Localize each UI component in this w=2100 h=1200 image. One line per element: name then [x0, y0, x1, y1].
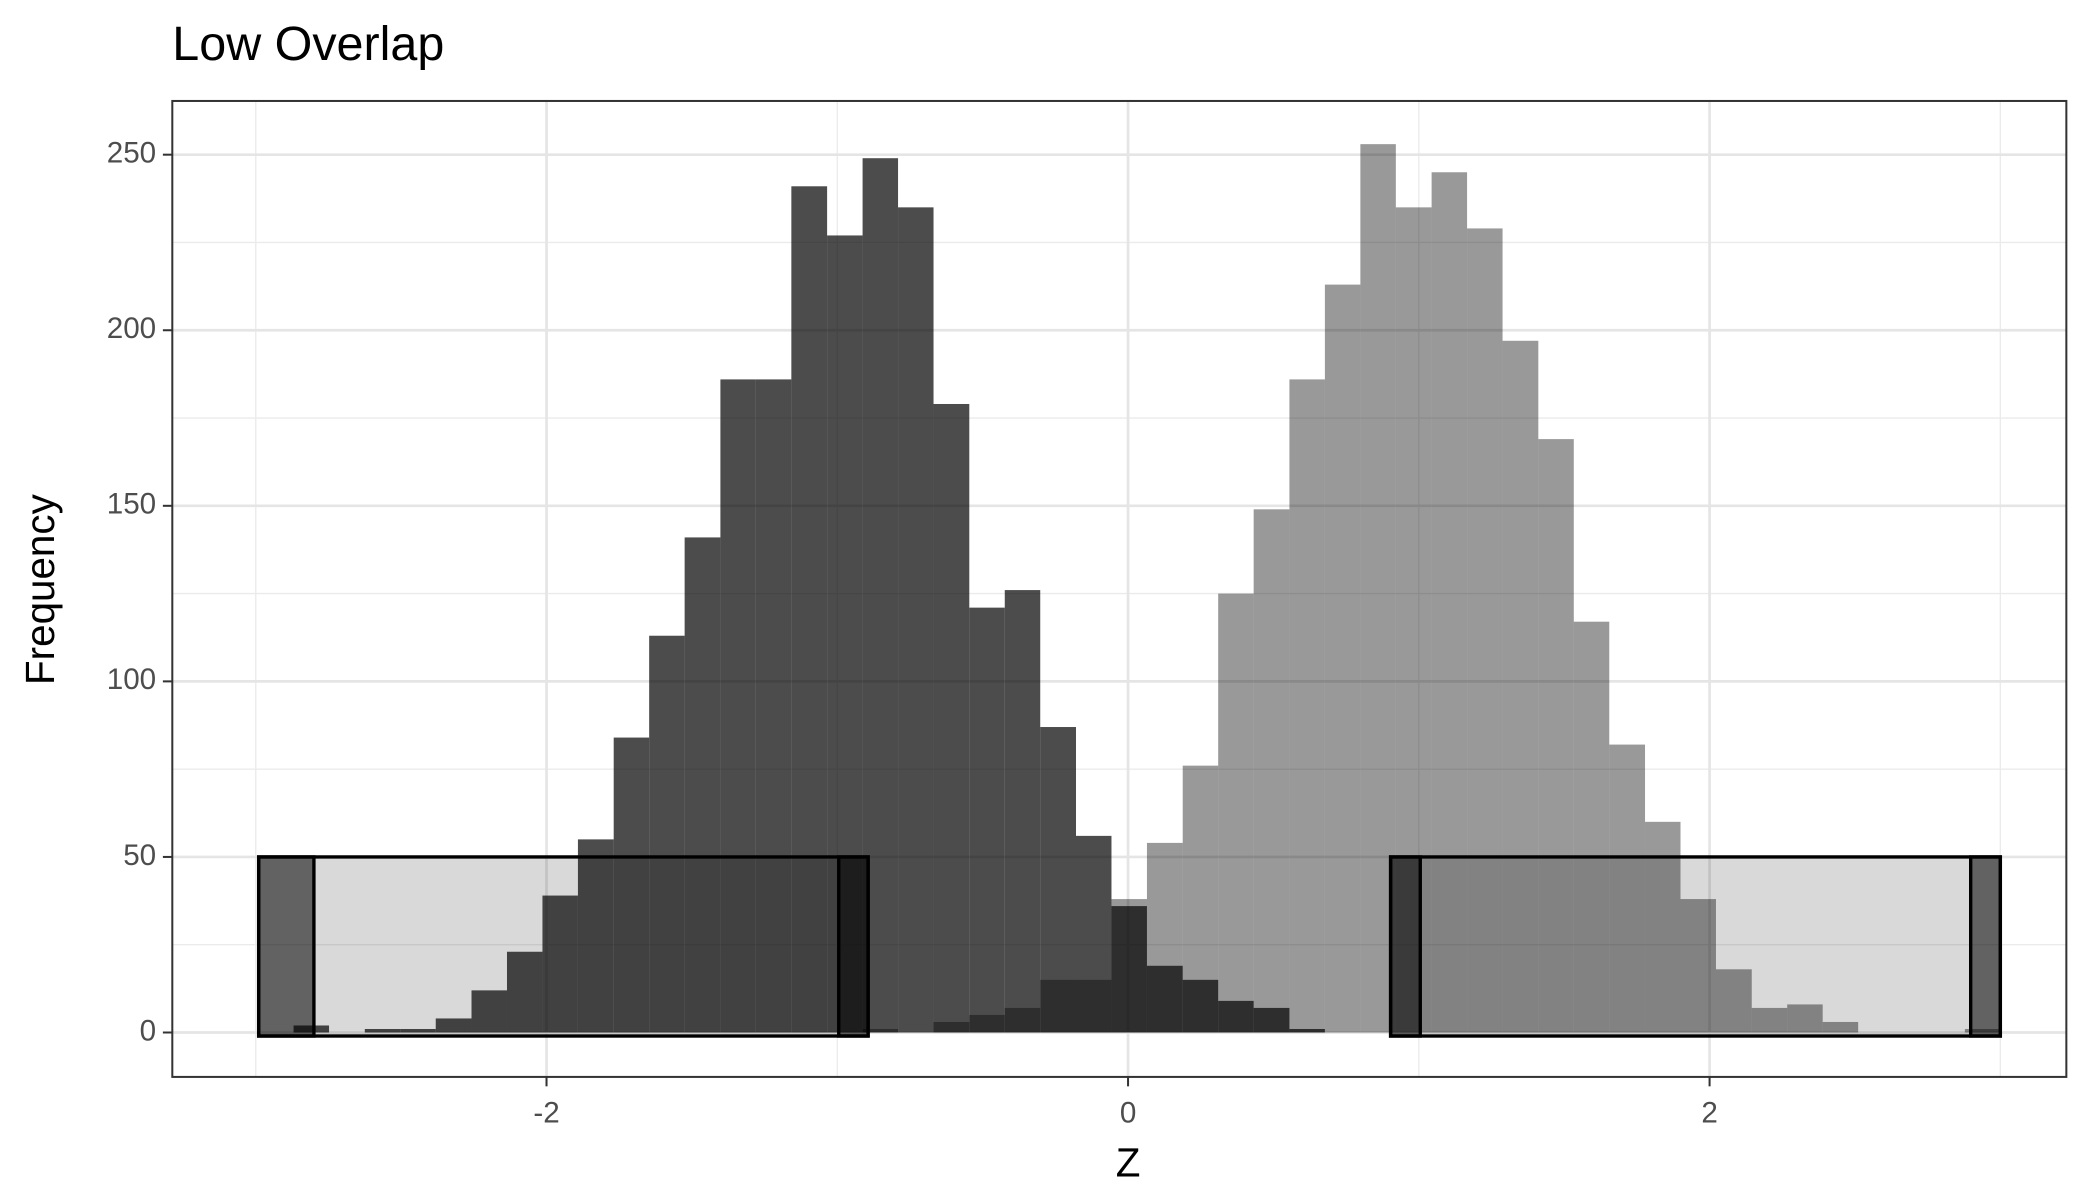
y-tick-label: 100 — [107, 663, 156, 696]
highlight-box — [1969, 855, 2003, 1038]
x-axis-label: Z — [1116, 1139, 1141, 1185]
histogram-bar — [1253, 1007, 1290, 1033]
y-tick-label: 250 — [107, 137, 156, 170]
histogram-bar — [755, 379, 792, 1033]
histogram-bar — [506, 951, 543, 1033]
histogram-bar — [649, 635, 685, 1033]
y-tick-label: 200 — [107, 312, 156, 345]
histogram-bar — [1360, 144, 1396, 1033]
histogram-bar — [1964, 1028, 2001, 1033]
y-tick-label: 150 — [107, 488, 156, 521]
histogram-bar — [1218, 593, 1254, 1033]
histogram-bar — [1502, 340, 1539, 1033]
histogram-bar — [1467, 228, 1503, 1033]
y-axis-label: Frequency — [17, 493, 63, 685]
histogram-bar — [364, 1028, 401, 1033]
histogram-bar — [1111, 906, 1147, 1033]
x-tick-label: 0 — [1120, 1096, 1136, 1129]
histogram-bar — [684, 537, 721, 1033]
histogram-bar — [1715, 969, 1752, 1033]
histogram-bar — [933, 403, 970, 1033]
plot-border — [171, 99, 2068, 1078]
histogram-bar — [1573, 621, 1610, 1033]
histogram-bar — [400, 1028, 436, 1033]
histogram-bar — [1609, 744, 1646, 1033]
x-tick-label: -2 — [533, 1096, 559, 1129]
histogram-bar — [1751, 1007, 1788, 1033]
y-tick-label: 0 — [140, 1014, 156, 1047]
histogram-bar — [720, 379, 756, 1033]
histogram-bar — [1645, 821, 1681, 1033]
histogram-bar — [1004, 590, 1041, 1033]
histogram-bar — [1680, 899, 1716, 1033]
histogram-bar — [1182, 979, 1219, 1033]
histogram-bar — [1289, 379, 1325, 1033]
histogram-bar — [435, 1018, 472, 1033]
histogram-bar — [577, 839, 614, 1033]
histogram-bar — [827, 235, 863, 1033]
histogram-bar — [1822, 1021, 1859, 1033]
histogram-bar — [613, 737, 650, 1033]
histogram-bar — [1431, 172, 1468, 1033]
histogram-bar — [1538, 439, 1574, 1033]
histogram-bar — [791, 186, 828, 1033]
histogram-bar — [1324, 284, 1361, 1033]
histogram-bar — [293, 1025, 330, 1033]
histogram-bar — [862, 158, 899, 1033]
histogram-bar — [1146, 965, 1183, 1033]
highlight-box — [1388, 855, 1422, 1038]
y-tick-label: 50 — [123, 839, 156, 872]
histogram-bar — [1395, 207, 1432, 1033]
histogram-bar — [1076, 835, 1112, 1033]
histogram-bar — [1289, 1028, 1325, 1033]
x-tick-label: 2 — [1701, 1096, 1717, 1129]
chart-title: Low Overlap — [172, 17, 444, 71]
histogram-bar — [471, 990, 507, 1033]
histogram-bar — [1218, 1000, 1254, 1033]
histogram-bar — [898, 207, 934, 1033]
histogram-bar — [1253, 509, 1290, 1033]
histogram-bar — [542, 895, 578, 1033]
histogram-bar — [969, 607, 1005, 1033]
highlight-box — [256, 855, 316, 1038]
histogram-bar — [1040, 727, 1077, 1033]
histogram-bar — [1787, 1004, 1823, 1033]
